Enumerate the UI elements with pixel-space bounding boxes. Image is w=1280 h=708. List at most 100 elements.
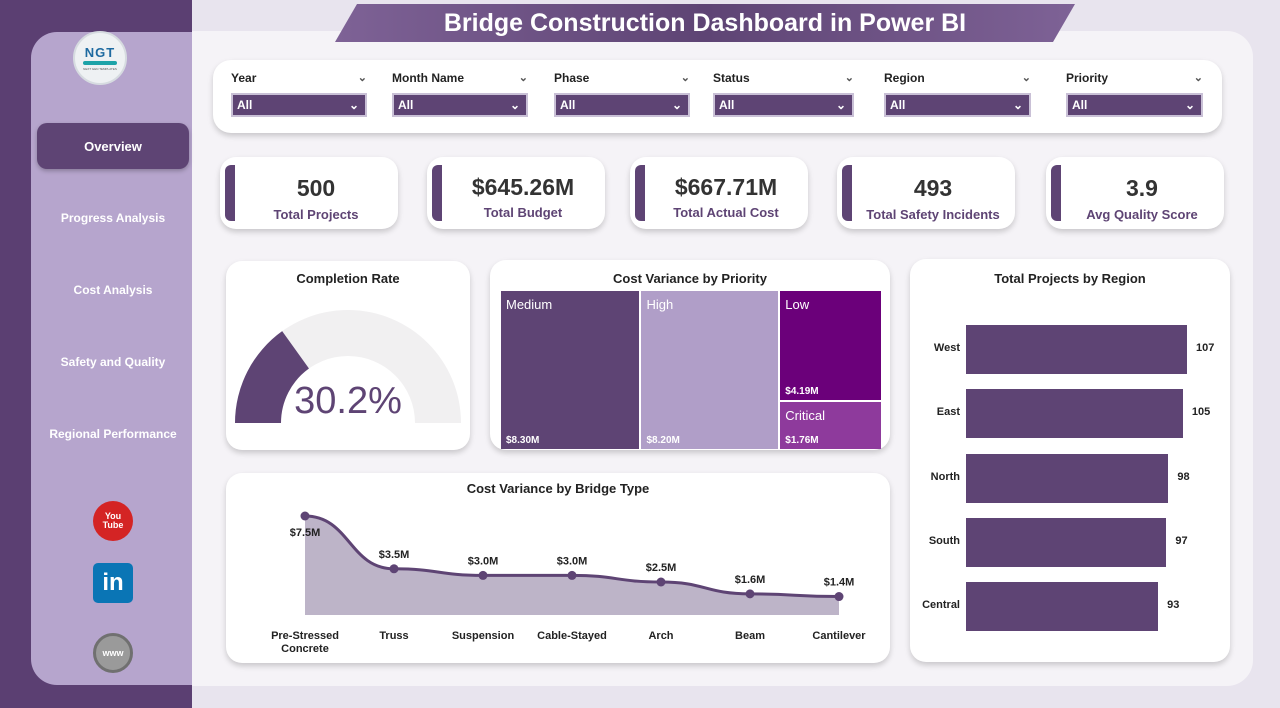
filter-label: Priority — [1066, 71, 1109, 85]
chevron-down-icon[interactable]: ⌄ — [680, 72, 690, 84]
treemap-tile-value: $4.19M — [785, 386, 819, 398]
chevron-down-icon[interactable]: ⌄ — [1021, 72, 1031, 84]
kpi-card-total-safety-incidents: 493 Total Safety Incidents — [837, 157, 1015, 229]
kpi-label: Avg Quality Score — [1086, 207, 1198, 222]
kpi-card-total-projects: 500 Total Projects — [220, 157, 398, 229]
kpi-value: $667.71M — [674, 174, 778, 200]
treemap-tile-value: $1.76M — [785, 434, 819, 446]
data-point[interactable] — [656, 577, 666, 587]
chevron-down-icon: ⌄ — [671, 98, 682, 112]
select-value: All — [1072, 98, 1088, 112]
filter-month-name: Month Name ⌄ All ⌄ — [392, 70, 528, 117]
kpi-accent-bar — [635, 165, 645, 221]
data-label: $1.4M — [824, 577, 855, 589]
filter-status: Status ⌄ All ⌄ — [713, 70, 854, 117]
area-fill — [305, 516, 839, 615]
region-bar-north[interactable] — [966, 453, 1169, 503]
data-label: $3.0M — [468, 555, 499, 567]
x-tick-label: Concrete — [281, 643, 329, 655]
kpi-label: Total Projects — [273, 207, 359, 222]
region-bar-value: 105 — [1191, 406, 1211, 419]
chart-title: Cost Variance by Priority — [613, 271, 767, 286]
chevron-down-icon[interactable]: ⌄ — [1193, 72, 1203, 84]
website-text: www — [102, 648, 124, 658]
region-bar-east[interactable] — [966, 389, 1183, 439]
data-point[interactable] — [567, 570, 577, 580]
region-axis-label: East — [936, 406, 960, 419]
region-bar-value: 93 — [1167, 599, 1180, 612]
kpi-value: 500 — [296, 175, 336, 201]
cost-variance-bridge-type-card: Cost Variance by Bridge Type $7.5M Pre-St… — [226, 473, 890, 663]
treemap-tile-critical[interactable]: Critical $1.76M — [780, 402, 881, 449]
data-point[interactable] — [834, 592, 844, 602]
treemap-tile-medium[interactable]: Medium $8.30M — [501, 291, 640, 449]
data-label: $1.6M — [735, 574, 766, 586]
website-globe-icon[interactable]: www — [93, 633, 133, 673]
phase-select[interactable]: All ⌄ — [554, 93, 690, 117]
nav-item-safety-and-quality[interactable]: Safety and Quality — [60, 355, 166, 369]
filter-year: Year ⌄ All ⌄ — [231, 70, 367, 117]
nav-item-progress-analysis[interactable]: Progress Analysis — [60, 211, 166, 225]
year-select[interactable]: All ⌄ — [231, 93, 367, 117]
treemap-tile-high[interactable]: High $8.20M — [641, 291, 779, 449]
data-point[interactable] — [389, 564, 399, 574]
youtube-icon[interactable]: You Tube — [93, 501, 133, 541]
chevron-down-icon: ⌄ — [835, 98, 846, 112]
region-axis-label: South — [928, 534, 960, 547]
data-label: $3.5M — [379, 549, 410, 561]
kpi-accent-bar — [1051, 165, 1061, 221]
chevron-down-icon: ⌄ — [1184, 98, 1195, 112]
treemap-tile-value: $8.20M — [646, 435, 680, 446]
treemap-tile-label: Critical — [785, 408, 826, 424]
region-bar-central[interactable] — [966, 582, 1159, 632]
region-bar-value: 107 — [1196, 342, 1215, 354]
kpi-value: 3.9 — [1126, 175, 1158, 201]
region-axis-label: West — [933, 342, 960, 354]
nav-item-cost-analysis[interactable]: Cost Analysis — [73, 283, 153, 297]
chart-title: Completion Rate — [296, 271, 400, 286]
kpi-accent-bar — [432, 165, 442, 221]
select-value: All — [398, 98, 414, 112]
month-name-select[interactable]: All ⌄ — [392, 93, 528, 117]
cost-variance-priority-card: Cost Variance by Priority Medium $8.30M Hi… — [490, 260, 890, 450]
x-tick-label: Suspension — [452, 630, 515, 642]
kpi-label: Total Actual Cost — [673, 205, 779, 220]
logo: NGT NEXT GEN TEMPLATES — [73, 31, 127, 85]
completion-rate-card: Completion Rate 30.2% — [226, 261, 470, 450]
x-tick-label: Beam — [735, 630, 765, 642]
logo-swoosh — [83, 61, 117, 65]
data-label: $3.0M — [557, 555, 588, 567]
chart-title: Cost Variance by Bridge Type — [466, 481, 650, 496]
chevron-down-icon[interactable]: ⌄ — [357, 72, 367, 84]
kpi-card-total-actual-cost: $667.71M Total Actual Cost — [630, 157, 808, 229]
filter-priority: Priority ⌄ All ⌄ — [1066, 70, 1203, 117]
logo-text: NGT — [84, 45, 116, 60]
gauge-fill — [235, 331, 309, 423]
chart-title: Total Projects by Region — [994, 271, 1146, 286]
projects-by-region-card: Total Projects by Region West 107 East 105 N… — [910, 259, 1230, 662]
x-tick-label: Cable-Stayed — [537, 630, 607, 642]
treemap-tile-low[interactable]: Low $4.19M — [780, 291, 881, 401]
kpi-accent-bar — [225, 165, 235, 221]
linkedin-icon[interactable]: in — [93, 563, 133, 603]
select-value: All — [890, 98, 906, 112]
nav-item-regional-performance[interactable]: Regional Performance — [49, 427, 177, 441]
chevron-down-icon: ⌄ — [1012, 98, 1023, 112]
treemap-tile-label: Low — [785, 297, 810, 312]
region-bar-south[interactable] — [966, 517, 1167, 567]
data-point[interactable] — [300, 511, 310, 521]
data-point[interactable] — [478, 570, 488, 580]
chevron-down-icon[interactable]: ⌄ — [844, 72, 854, 84]
region-bar-west[interactable] — [966, 325, 1187, 374]
priority-select[interactable]: All ⌄ — [1066, 93, 1203, 117]
region-select[interactable]: All ⌄ — [884, 93, 1031, 117]
kpi-value: $645.26M — [471, 174, 575, 200]
data-label: $7.5M — [290, 527, 321, 539]
nav-item-overview[interactable]: Overview — [37, 123, 189, 169]
chevron-down-icon[interactable]: ⌄ — [518, 72, 528, 84]
status-select[interactable]: All ⌄ — [713, 93, 854, 117]
region-axis-label: Central — [922, 599, 960, 612]
kpi-card-total-budget: $645.26M Total Budget — [427, 157, 605, 229]
region-bar-value: 97 — [1175, 534, 1188, 547]
data-point[interactable] — [745, 589, 755, 599]
